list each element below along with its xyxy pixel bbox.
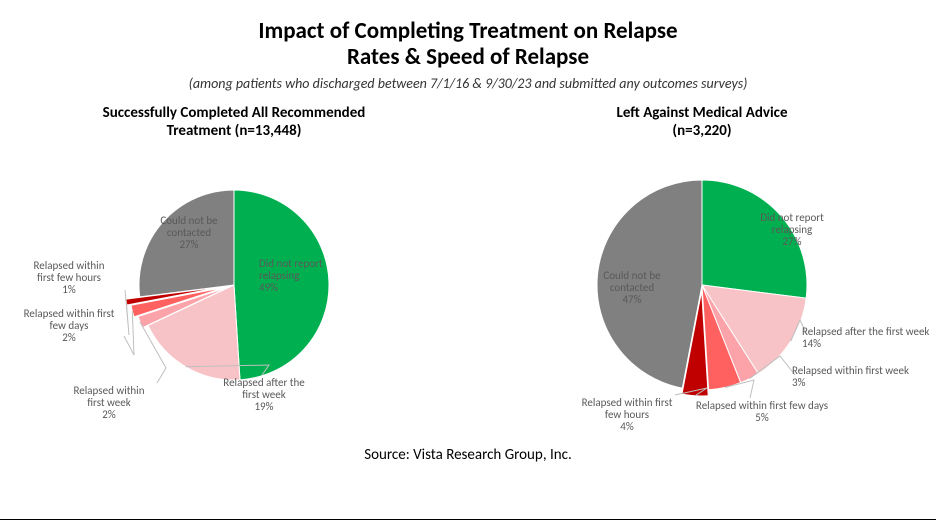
pie-chart bbox=[14, 140, 454, 440]
pie-chart bbox=[482, 140, 922, 440]
title-line1: Impact of Completing Treatment on Relaps… bbox=[258, 17, 677, 45]
leader-line bbox=[125, 290, 129, 335]
left-chart-column: Successfully Completed All Recommended T… bbox=[14, 104, 454, 440]
chart-container: Impact of Completing Treatment on Relaps… bbox=[0, 0, 936, 520]
charts-row: Successfully Completed All Recommended T… bbox=[0, 104, 936, 440]
right-pie-wrap: Did not reportrelapsing27%Relapsed after… bbox=[482, 140, 922, 440]
right-chart-column: Left Against Medical Advice (n=3,220) Di… bbox=[482, 104, 922, 440]
pie-slice bbox=[702, 180, 807, 298]
subtitle: (among patients who discharged between 7… bbox=[0, 75, 936, 92]
pie-slice bbox=[597, 180, 702, 388]
right-chart-title: Left Against Medical Advice (n=3,220) bbox=[482, 104, 922, 140]
left-chart-title-l2: Treatment (n=13,448) bbox=[167, 122, 302, 140]
left-chart-title: Successfully Completed All Recommended T… bbox=[14, 104, 454, 140]
right-chart-title-l2: (n=3,220) bbox=[672, 122, 731, 140]
right-chart-title-l1: Left Against Medical Advice bbox=[616, 104, 787, 122]
main-title: Impact of Completing Treatment on Relaps… bbox=[0, 0, 936, 71]
title-line2: Rates & Speed of Relapse bbox=[347, 43, 589, 71]
pie-slice bbox=[139, 190, 234, 297]
left-pie-wrap: Did not reportrelapsing49%Relapsed after… bbox=[14, 140, 454, 440]
pie-slice bbox=[234, 190, 329, 380]
source-text: Source: Vista Research Group, Inc. bbox=[0, 446, 936, 464]
left-chart-title-l1: Successfully Completed All Recommended bbox=[103, 104, 366, 122]
